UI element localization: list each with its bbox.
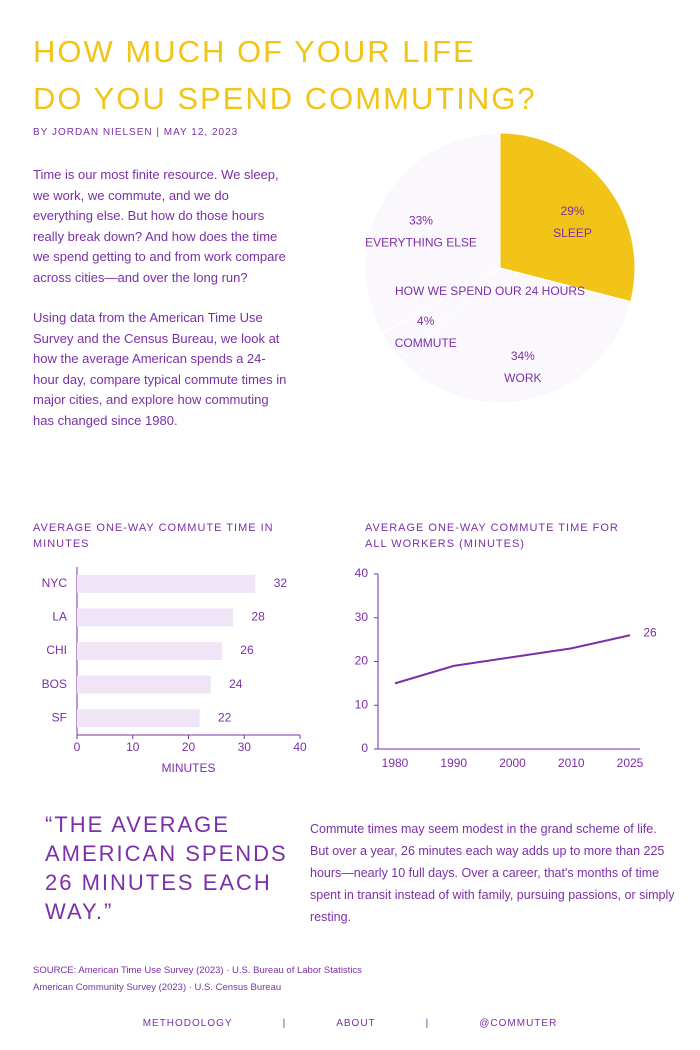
value-label: 28: [251, 610, 265, 624]
y-tick-label: 10: [355, 697, 369, 711]
value-label: 32: [274, 576, 288, 590]
paragraph: Using data from the American Time Use Su…: [33, 310, 287, 428]
slice-label: SLEEP: [553, 226, 592, 240]
chart-title: AVERAGE ONE-WAY COMMUTE TIME FOR ALL WOR…: [365, 522, 619, 550]
value-label: 24: [229, 677, 243, 691]
x-tick-label: 2010: [558, 756, 585, 770]
slice-value: 33%: [409, 213, 433, 227]
footer-link[interactable]: ABOUT: [336, 1018, 376, 1029]
bar: [77, 709, 200, 728]
separator: |: [282, 1018, 287, 1029]
x-tick-label: 1990: [440, 756, 467, 770]
x-tick-label: 2025: [617, 756, 644, 770]
y-tick-label: 30: [355, 610, 369, 624]
y-tick-label: SF: [52, 710, 67, 724]
value-label: 22: [218, 710, 232, 724]
bar: [77, 675, 211, 694]
y-tick-label: NYC: [42, 576, 68, 590]
separator: |: [425, 1018, 430, 1029]
slice-value: 4%: [417, 314, 435, 328]
footer: METHODOLOGY | ABOUT | @COMMUTER: [0, 1018, 700, 1029]
quote-body: Commute times may seem modest in the gra…: [310, 822, 675, 924]
bar: [77, 574, 256, 593]
y-tick-label: BOS: [42, 677, 67, 691]
slice-value: 29%: [561, 204, 585, 218]
slice-value: 34%: [511, 349, 535, 363]
title-line: HOW MUCH OF YOUR LIFE: [33, 34, 476, 69]
line: [394, 634, 631, 685]
source: American Community Survey (2023) · U.S. …: [33, 982, 282, 993]
footer-link[interactable]: @COMMUTER: [479, 1018, 558, 1029]
title-line: DO YOU SPEND COMMUTING?: [33, 81, 537, 116]
chart-title: AVERAGE ONE-WAY COMMUTE TIME IN MINUTES: [33, 522, 274, 550]
value-label: 26: [240, 643, 254, 657]
intro: Time is our most finite resource. We sle…: [33, 165, 291, 451]
x-tick-label: 2000: [499, 756, 526, 770]
title: HOW MUCH OF YOUR LIFE DO YOU SPEND COMMU…: [33, 28, 537, 122]
pie-slice: [400, 267, 632, 404]
y-tick-label: LA: [52, 610, 67, 624]
slice-label: EVERYTHING ELSE: [365, 235, 477, 249]
pie-slice: [364, 132, 501, 334]
y-tick-label: 0: [361, 741, 368, 755]
sources: SOURCE: American Time Use Survey (2023) …: [33, 962, 362, 996]
slice-label: WORK: [504, 371, 541, 385]
x-axis-label: MINUTES: [162, 761, 216, 775]
bar: [77, 608, 234, 627]
byline: BY JORDAN NIELSEN | MAY 12, 2023: [33, 127, 239, 138]
bar: [77, 642, 222, 660]
y-tick-label: 40: [355, 566, 369, 580]
source: SOURCE: American Time Use Survey (2023) …: [33, 965, 362, 976]
x-tick-label: 40: [293, 740, 307, 754]
pie-title: HOW WE SPEND OUR 24 HOURS: [395, 284, 585, 298]
pie-slice: [499, 132, 636, 303]
x-tick-label: 0: [74, 740, 81, 754]
value-label: 26: [643, 625, 657, 639]
footer-link[interactable]: METHODOLOGY: [142, 1018, 233, 1029]
x-tick-label: 1980: [382, 756, 409, 770]
x-tick-label: 30: [238, 740, 252, 754]
paragraph: Time is our most finite resource. We sle…: [33, 167, 286, 285]
slice-label: COMMUTE: [395, 336, 457, 350]
y-tick-label: 20: [355, 654, 369, 668]
x-tick-label: 10: [126, 740, 140, 754]
x-tick-label: 20: [182, 740, 196, 754]
y-tick-label: CHI: [46, 643, 67, 657]
quote: “THE AVERAGE AMERICAN SPENDS 26 MINUTES …: [45, 812, 288, 924]
